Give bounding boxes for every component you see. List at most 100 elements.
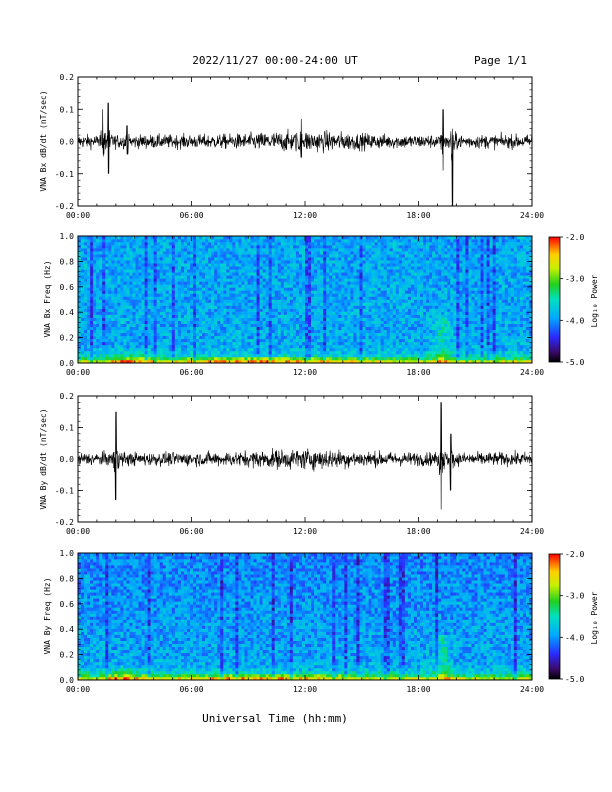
heatmap-cell [99, 347, 103, 352]
heatmap-cell [377, 353, 381, 358]
heatmap-cell [317, 341, 321, 346]
heatmap-cell [199, 272, 203, 276]
heatmap-cell [84, 272, 88, 276]
heatmap-cell [183, 314, 188, 318]
heatmap-cell [347, 257, 351, 261]
heatmap-cell [298, 329, 303, 334]
heatmap-cell [341, 260, 345, 264]
heatmap-cell [413, 335, 418, 340]
heatmap-cell [332, 356, 336, 361]
heatmap-cell [183, 329, 188, 334]
heatmap-cell [268, 341, 273, 346]
heatmap-cell [162, 287, 167, 291]
heatmap-cell [347, 269, 351, 273]
heatmap-cell [220, 263, 224, 267]
heatmap-cell [250, 344, 254, 349]
heatmap-cell [250, 305, 254, 309]
heatmap-cell [144, 239, 148, 243]
heatmap-cell [162, 317, 167, 321]
heatmap-cell [111, 335, 115, 340]
heatmap-cell [217, 332, 221, 337]
heatmap-cell [265, 338, 269, 343]
heatmap-cell [413, 263, 418, 267]
heatmap-cell [413, 275, 418, 279]
heatmap-cell [108, 290, 112, 294]
heatmap-cell [217, 299, 221, 303]
heatmap-cell [165, 305, 170, 309]
heatmap-cell [365, 290, 369, 294]
heatmap-cell [229, 341, 233, 346]
heatmap-cell [259, 350, 263, 355]
heatmap-cell [159, 314, 164, 318]
heatmap-cell [256, 344, 260, 349]
heatmap-cell [108, 335, 112, 340]
heatmap-cell [208, 242, 212, 246]
heatmap-cell [389, 350, 394, 355]
heatmap-cell [407, 359, 412, 364]
heatmap-cell [416, 305, 421, 309]
heatmap-cell [126, 314, 130, 318]
heatmap-cell [168, 317, 173, 321]
heatmap-cell [244, 326, 248, 331]
heatmap-cell [365, 251, 369, 255]
heatmap-cell [311, 353, 315, 358]
heatmap-cell [132, 251, 136, 255]
heatmap-cell [253, 329, 257, 334]
heatmap-cell [286, 314, 291, 318]
heatmap-cell [277, 356, 282, 361]
heatmap-cell [350, 293, 354, 297]
heatmap-cell [344, 302, 348, 306]
heatmap-cell [180, 320, 185, 324]
heatmap-cell [141, 311, 145, 315]
heatmap-cell [286, 281, 291, 285]
heatmap-cell [150, 296, 154, 300]
heatmap-cell [135, 329, 139, 334]
heatmap-cell [365, 302, 369, 306]
heatmap-cell [323, 329, 327, 334]
heatmap-cell [347, 344, 351, 349]
heatmap-cell [235, 317, 239, 321]
heatmap-cell [159, 359, 164, 364]
heatmap-cell [329, 344, 333, 349]
heatmap-cell [317, 299, 321, 303]
heatmap-cell [123, 251, 127, 255]
heatmap-cell [144, 296, 148, 300]
heatmap-cell [214, 245, 218, 249]
heatmap-cell [232, 257, 236, 261]
heatmap-cell [220, 284, 224, 288]
heatmap-cell [114, 287, 118, 291]
heatmap-cell [241, 248, 245, 252]
heatmap-cell [320, 278, 324, 282]
heatmap-cell [298, 284, 303, 288]
heatmap-cell [253, 269, 257, 273]
heatmap-cell [292, 344, 297, 349]
heatmap-cell [426, 257, 430, 261]
heatmap-cell [350, 257, 354, 261]
heatmap-cell [350, 320, 354, 324]
heatmap-cell [150, 263, 154, 267]
heatmap-cell [193, 323, 197, 328]
heatmap-cell [87, 257, 91, 261]
heatmap-cell [368, 308, 372, 312]
heatmap-cell [208, 287, 212, 291]
heatmap-cell [193, 332, 197, 337]
heatmap-cell [329, 305, 333, 309]
heatmap-cell [308, 353, 312, 358]
heatmap-cell [168, 296, 173, 300]
heatmap-cell [404, 335, 409, 340]
heatmap-cell [407, 269, 412, 273]
heatmap-cell [99, 326, 103, 331]
heatmap-cell [338, 239, 342, 243]
heatmap-cell [247, 335, 251, 340]
heatmap-cell [320, 251, 324, 255]
heatmap-cell [162, 260, 167, 264]
heatmap-cell [395, 284, 400, 288]
heatmap-cell [99, 245, 103, 249]
heatmap-cell [350, 308, 354, 312]
heatmap-cell [229, 305, 233, 309]
heatmap-cell [220, 290, 224, 294]
heatmap-cell [292, 236, 297, 240]
heatmap-cell [138, 356, 142, 361]
heatmap-cell [398, 359, 403, 364]
heatmap-cell [162, 341, 167, 346]
